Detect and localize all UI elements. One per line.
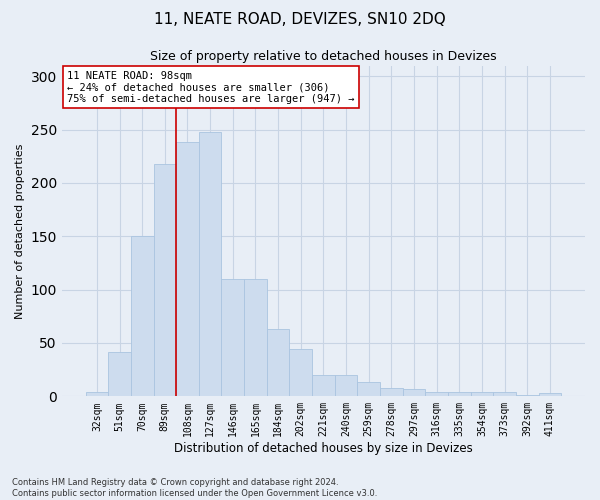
Bar (539, 393, 561, 396)
Bar (448, 392, 470, 396)
Text: 11 NEATE ROAD: 98sqm
← 24% of detached houses are smaller (306)
75% of semi-deta: 11 NEATE ROAD: 98sqm ← 24% of detached h… (67, 70, 355, 104)
Bar (425, 392, 448, 396)
Bar (289, 350, 312, 397)
Bar (131, 236, 154, 396)
Bar (380, 388, 403, 396)
Text: 11, NEATE ROAD, DEVIZES, SN10 2DQ: 11, NEATE ROAD, DEVIZES, SN10 2DQ (154, 12, 446, 28)
Bar (108, 352, 131, 397)
Text: Contains HM Land Registry data © Crown copyright and database right 2024.
Contai: Contains HM Land Registry data © Crown c… (12, 478, 377, 498)
Bar (86, 392, 108, 396)
Bar (403, 389, 425, 396)
Bar (335, 375, 358, 396)
Bar (493, 392, 516, 396)
Bar (358, 382, 380, 396)
Y-axis label: Number of detached properties: Number of detached properties (15, 144, 25, 318)
Bar (221, 279, 244, 396)
Bar (267, 329, 289, 396)
Bar (244, 279, 267, 396)
Bar (470, 392, 493, 396)
Bar (154, 164, 176, 396)
X-axis label: Distribution of detached houses by size in Devizes: Distribution of detached houses by size … (174, 442, 473, 455)
Bar (199, 132, 221, 396)
Bar (312, 375, 335, 396)
Title: Size of property relative to detached houses in Devizes: Size of property relative to detached ho… (150, 50, 497, 63)
Bar (176, 142, 199, 396)
